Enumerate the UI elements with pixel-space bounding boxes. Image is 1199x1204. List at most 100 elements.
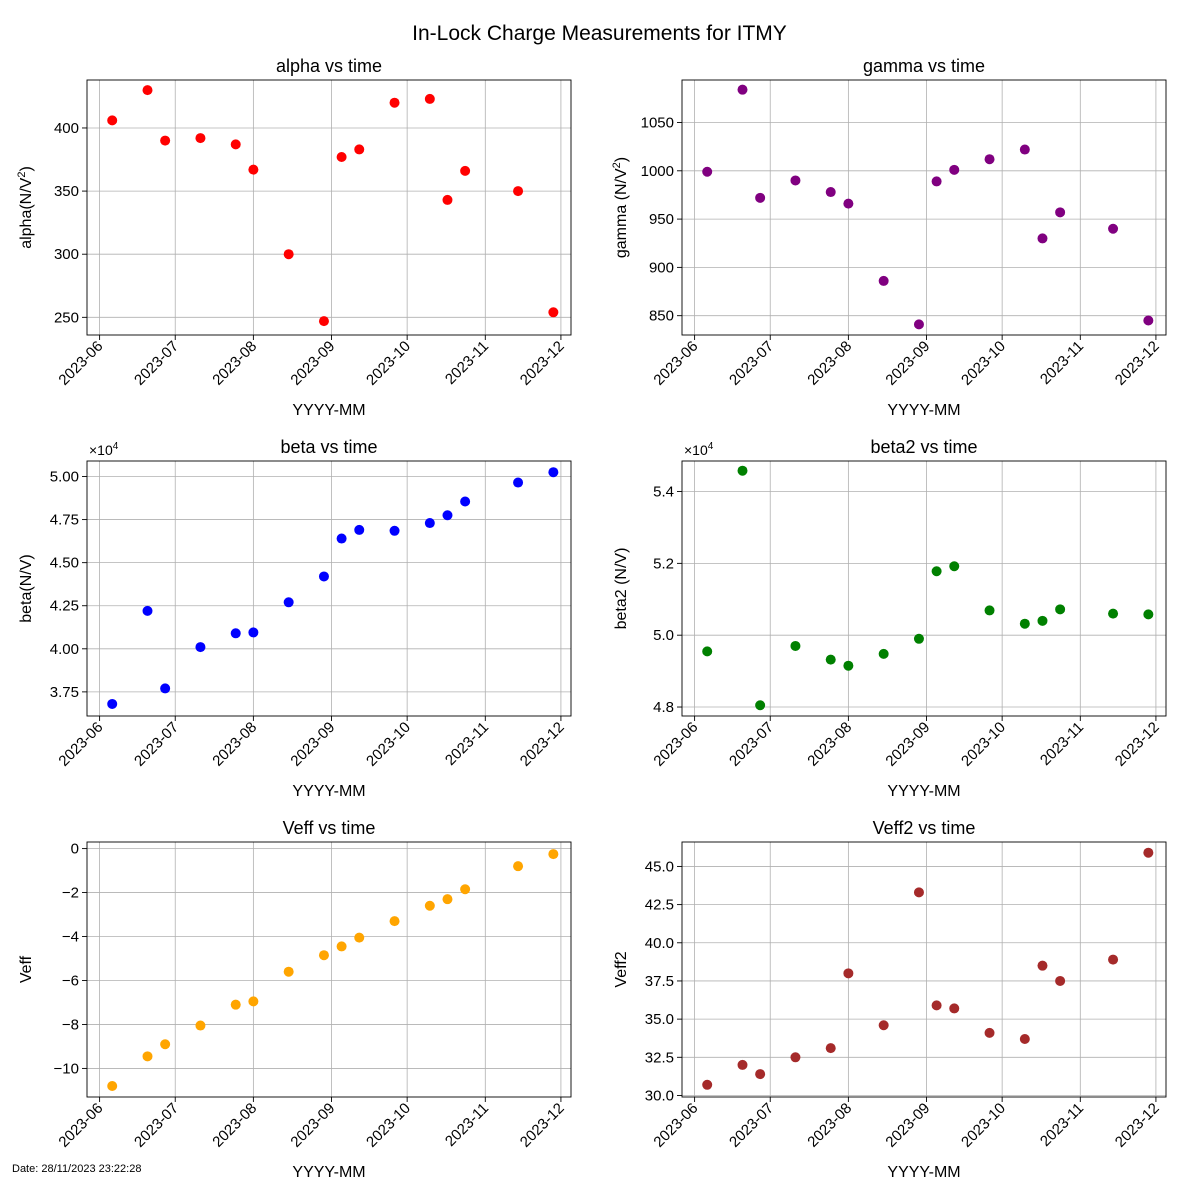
- axes-frame: [86, 79, 572, 336]
- data-point: [389, 916, 400, 927]
- x-axis-label: YYYY-MM: [292, 783, 365, 800]
- y-tick-label: 32.5: [645, 1049, 674, 1066]
- data-point: [195, 1020, 206, 1031]
- y-tick-label: −8: [62, 1016, 79, 1033]
- x-tick-label: 2023-06: [650, 338, 701, 389]
- data-point: [737, 1059, 748, 1070]
- y-tick-label: −6: [62, 972, 79, 989]
- data-point: [1143, 315, 1154, 326]
- data-point: [548, 307, 559, 318]
- y-tick-label: 35.0: [645, 1011, 674, 1028]
- data-point: [913, 633, 924, 644]
- x-tick-label: 2023-09: [882, 719, 933, 770]
- x-axis-label: YYYY-MM: [887, 402, 960, 419]
- data-point: [702, 166, 713, 177]
- subplot-title: Veff2 vs time: [873, 818, 976, 838]
- subplot-title: beta vs time: [280, 437, 377, 457]
- x-tick-label: 2023-08: [209, 1100, 260, 1151]
- x-tick-label: 2023-07: [726, 719, 777, 770]
- y-axis-label: gamma (N/V2): [611, 157, 630, 258]
- data-point: [931, 176, 942, 187]
- x-tick-label: 2023-11: [442, 1100, 492, 1150]
- y-tick-label: 350: [54, 183, 79, 200]
- date-stamp: Date: 28/11/2023 23:22:28: [12, 1163, 142, 1175]
- data-point: [230, 139, 241, 150]
- data-point: [354, 144, 365, 155]
- data-point: [949, 561, 960, 572]
- y-tick-label: 950: [649, 211, 674, 228]
- data-point: [160, 683, 171, 694]
- data-point: [1108, 223, 1119, 234]
- axes-frame: [86, 841, 572, 1098]
- data-point: [336, 152, 347, 163]
- y-tick-label: 45.0: [645, 858, 674, 875]
- x-axis-label: YYYY-MM: [887, 1164, 960, 1181]
- data-point: [931, 566, 942, 577]
- y-tick-label: 5.4: [653, 484, 674, 501]
- data-point: [702, 1079, 713, 1090]
- x-tick-label: 2023-06: [55, 338, 106, 389]
- data-point: [195, 642, 206, 653]
- data-point: [442, 894, 453, 905]
- x-tick-label: 2023-09: [287, 338, 338, 389]
- data-point: [1037, 960, 1048, 971]
- data-point: [318, 316, 329, 327]
- x-tick-label: 2023-09: [882, 338, 933, 389]
- data-point: [843, 660, 854, 671]
- y-tick-label: 1000: [641, 163, 674, 180]
- data-point: [248, 627, 259, 638]
- x-tick-label: 2023-07: [726, 1100, 777, 1151]
- axis-offset-label: ×104: [684, 441, 714, 458]
- x-tick-label: 2023-08: [804, 338, 855, 389]
- x-tick-label: 2023-10: [958, 338, 1009, 389]
- data-point: [336, 533, 347, 544]
- x-tick-label: 2023-12: [517, 338, 568, 389]
- x-tick-label: 2023-12: [517, 1100, 568, 1151]
- x-tick-label: 2023-06: [650, 719, 701, 770]
- data-point: [984, 605, 995, 616]
- x-tick-label: 2023-06: [650, 1100, 701, 1151]
- axes-frame: [681, 79, 1167, 336]
- x-tick-label: 2023-11: [442, 719, 492, 769]
- axis-offset-label: ×104: [89, 441, 119, 458]
- y-tick-label: 37.5: [645, 973, 674, 990]
- x-tick-label: 2023-12: [517, 719, 568, 770]
- data-point: [1037, 233, 1048, 244]
- x-tick-label: 2023-12: [1112, 719, 1163, 770]
- data-point: [1019, 618, 1030, 629]
- y-tick-label: −2: [62, 885, 79, 902]
- y-axis-label: Veff: [18, 955, 35, 983]
- data-point: [336, 941, 347, 952]
- data-point: [825, 187, 836, 198]
- y-axis-label: beta(N/V): [18, 554, 35, 622]
- data-point: [389, 97, 400, 108]
- data-point: [825, 1043, 836, 1054]
- subplot-title: Veff vs time: [283, 818, 376, 838]
- figure-suptitle: In-Lock Charge Measurements for ITMY: [412, 22, 787, 45]
- subplot-grid: 2023-06 2023-07 2023-08 2023-09 2023-10 2023-…: [16, 56, 1167, 1181]
- data-point: [142, 85, 153, 96]
- y-tick-label: 1050: [641, 115, 674, 132]
- subplot-alpha: 2023-06 2023-07 2023-08 2023-09 2023-10 2023-…: [16, 56, 572, 419]
- x-tick-label: 2023-10: [363, 719, 414, 770]
- y-tick-label: 4.75: [50, 512, 79, 529]
- data-point: [1055, 207, 1066, 218]
- data-point: [913, 319, 924, 330]
- data-point: [318, 571, 329, 582]
- data-point: [195, 133, 206, 144]
- data-point: [107, 1081, 118, 1092]
- data-point: [1055, 604, 1066, 615]
- data-point: [1108, 954, 1119, 965]
- y-tick-label: 5.00: [50, 469, 79, 486]
- data-point: [1019, 1033, 1030, 1044]
- x-tick-label: 2023-09: [287, 1100, 338, 1151]
- data-point: [1055, 975, 1066, 986]
- y-tick-label: 42.5: [645, 897, 674, 914]
- x-tick-label: 2023-10: [958, 719, 1009, 770]
- data-point: [283, 249, 294, 260]
- data-point: [513, 477, 524, 488]
- data-point: [442, 510, 453, 521]
- data-point: [878, 275, 889, 286]
- data-point: [142, 605, 153, 616]
- x-tick-label: 2023-07: [131, 338, 182, 389]
